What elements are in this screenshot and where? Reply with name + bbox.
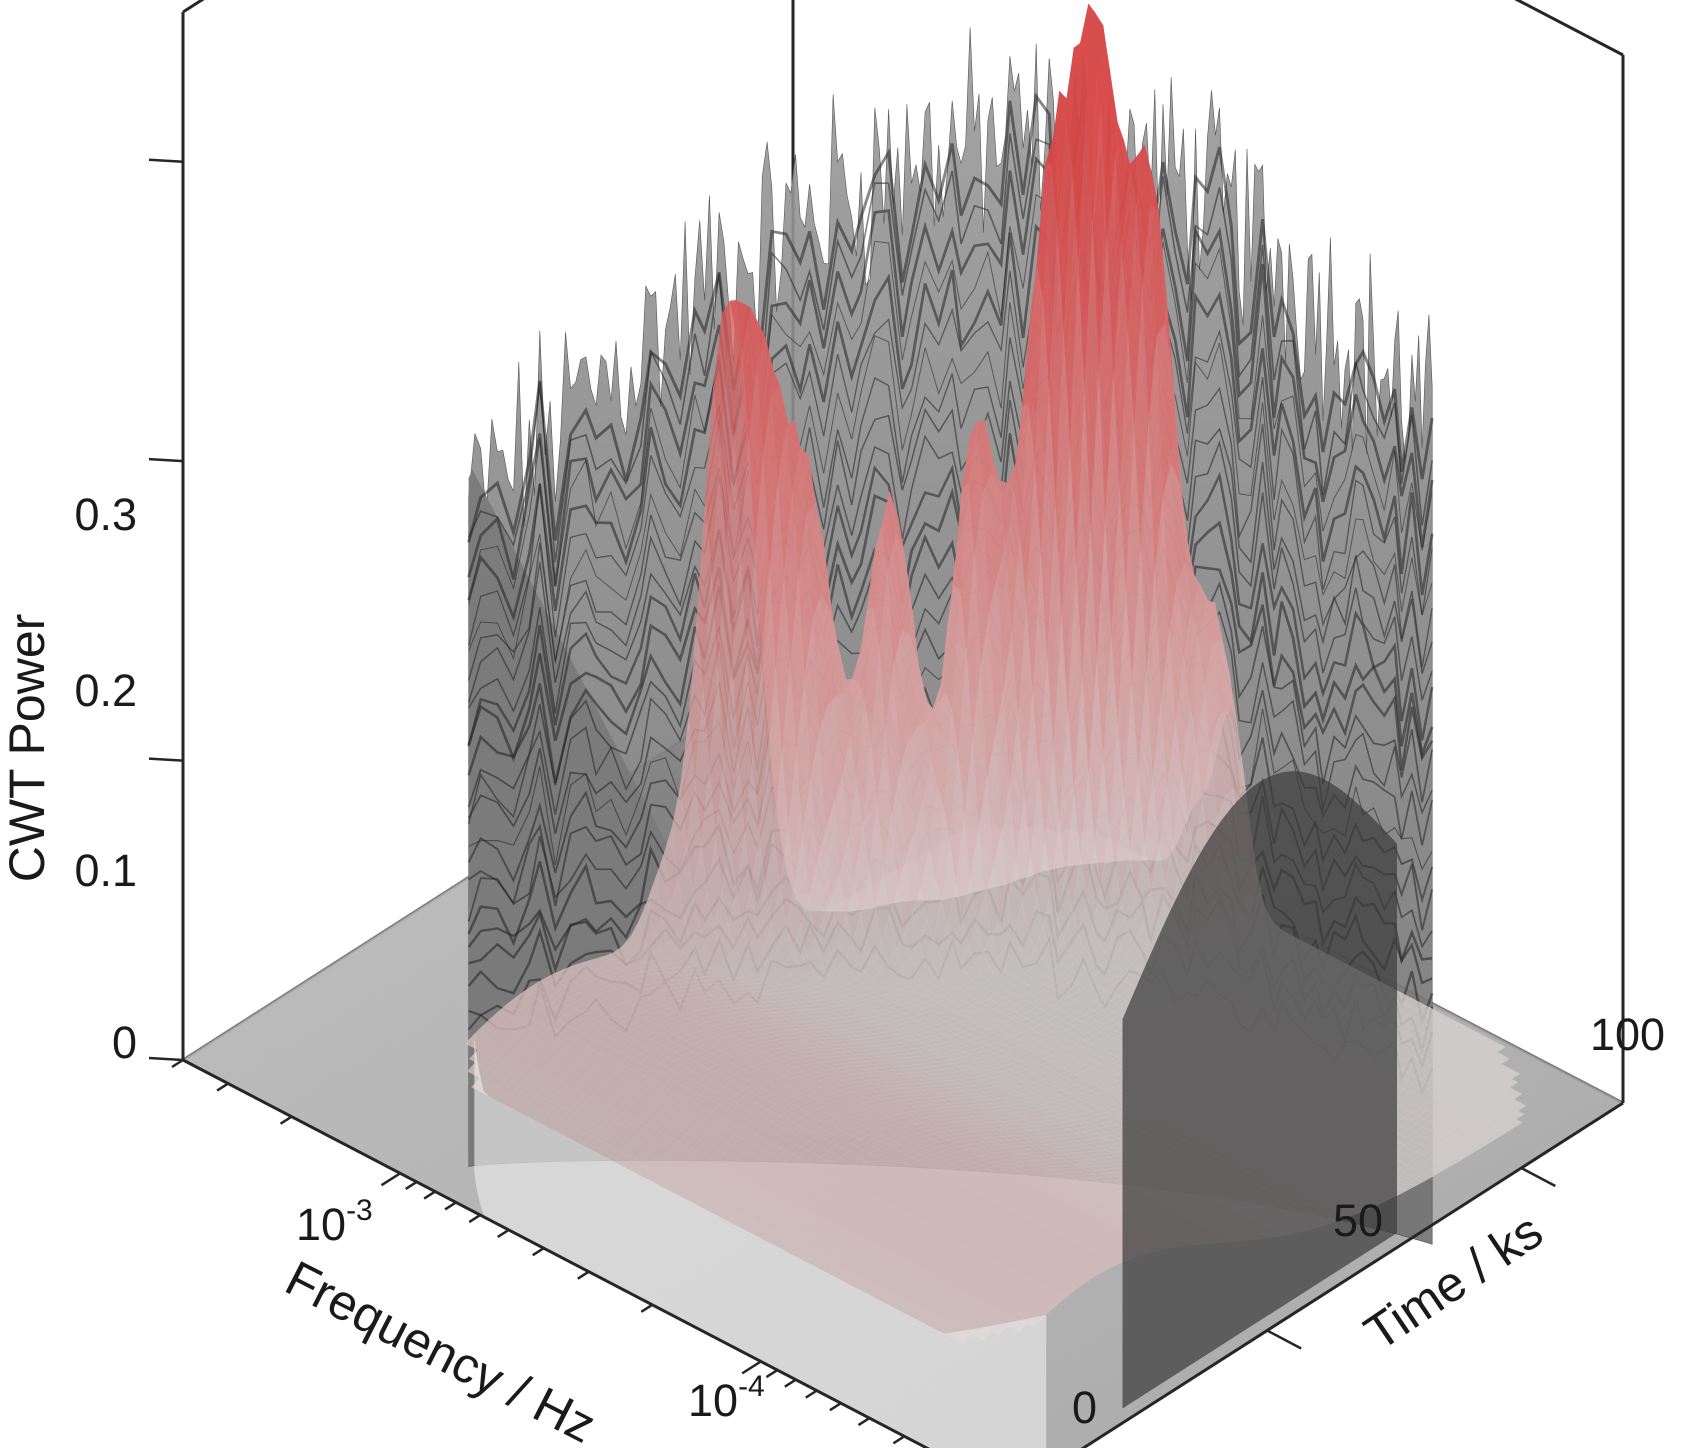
surface-patch <box>1415 1173 1432 1183</box>
surface-patch <box>1490 1129 1507 1139</box>
noise-streak <box>467 323 1433 681</box>
noise-streak <box>468 193 1433 605</box>
surface-patch <box>1506 1090 1523 1100</box>
top-left-edge <box>182 0 205 14</box>
noise-streak <box>468 300 1433 664</box>
noise-streak <box>467 374 1433 703</box>
noise-streak <box>467 155 1434 587</box>
top-right-edge <box>1514 0 1624 57</box>
noise-streak <box>467 92 1434 543</box>
noise-streak <box>467 223 1434 622</box>
power-surface <box>464 3 1527 1448</box>
surface-patch <box>1449 1154 1465 1164</box>
noise-streak <box>467 266 1433 646</box>
noise-streak <box>467 133 1433 563</box>
